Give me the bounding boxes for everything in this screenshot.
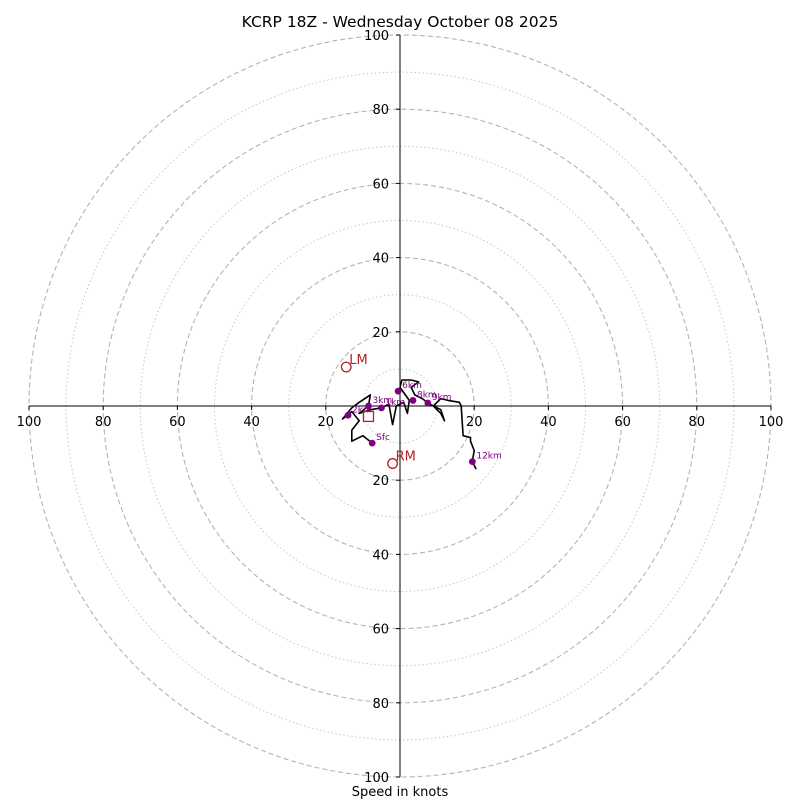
x-tick-label-7: 60 [614,415,631,430]
height-marker-dot [368,439,376,447]
height-marker-label: 6km [402,381,422,391]
height-marker-8km: 8km [409,390,437,404]
y-tick-label-9: 100 [364,771,389,786]
storm-motion-lm: LM [340,353,368,373]
x-tick-label-0: 100 [17,415,42,430]
y-tick-label-1: 80 [372,103,389,118]
x-tick-label-1: 80 [95,415,112,430]
y-tick-label-6: 40 [372,548,389,563]
height-marker-1km: 1km [378,398,405,412]
x-axis-label: Speed in knots [352,785,449,800]
y-tick-label-0: 100 [364,29,389,44]
height-marker-label: 9km [432,393,452,403]
x-tick-label-2: 60 [169,415,186,430]
axes [29,35,771,777]
height-marker-dot [378,404,385,412]
height-marker-dot [365,402,372,410]
x-tick-label-4: 20 [318,415,335,430]
height-marker-dot [409,397,417,404]
storm-motion-circle [340,361,352,373]
height-marker-3km: 3km [365,396,392,410]
chart-title: KCRP 18Z - Wednesday October 08 2025 [242,13,559,31]
height-marker-label: 2km [352,405,372,415]
height-marker-label: 8km [417,390,437,400]
x-tick-label-6: 40 [540,415,557,430]
storm-motion-label: LM [349,353,367,368]
x-tick-label-9: 100 [759,415,784,430]
wind-trace [341,379,477,470]
height-marker-dot [468,458,476,466]
height-marker-12km: 12km [468,452,502,466]
x-tick-label-8: 80 [689,415,706,430]
height-marker-label: 12km [476,452,501,462]
height-marker-sfc: Sfc [368,433,390,447]
y-tick-label-8: 80 [372,697,389,712]
y-tick-label-3: 40 [372,252,389,267]
tick-labels: 100 80 60 40 20 20 40 60 80 100 100 80 60 40 20 20 40 60 8… [17,29,784,786]
x-tick-label-3: 40 [243,415,260,430]
height-marker-dot [394,387,402,395]
height-marker-dot [424,399,432,407]
x-tick-label-5: 20 [466,415,483,430]
y-tick-label-2: 60 [372,177,389,192]
height-marker-label: Sfc [376,433,390,443]
storm-motion-rm: RM [387,450,416,469]
storm-motion-markers: LM RM [340,353,416,469]
y-tick-label-5: 20 [372,474,389,489]
mean-wind-square [362,410,375,423]
height-marker-label: 3km [372,396,392,406]
storm-motion-circle [387,458,399,469]
y-tick-label-4: 20 [372,326,389,341]
height-marker-label: 1km [385,398,405,408]
height-marker-6km: 6km [394,381,422,395]
wind-trace-group [341,379,477,470]
height-marker-2km: 2km [344,405,372,419]
height-marker-9km: 9km [424,393,452,407]
storm-motion-label: RM [396,450,416,465]
y-tick-label-7: 60 [372,623,389,638]
height-marker-dot [344,411,352,419]
